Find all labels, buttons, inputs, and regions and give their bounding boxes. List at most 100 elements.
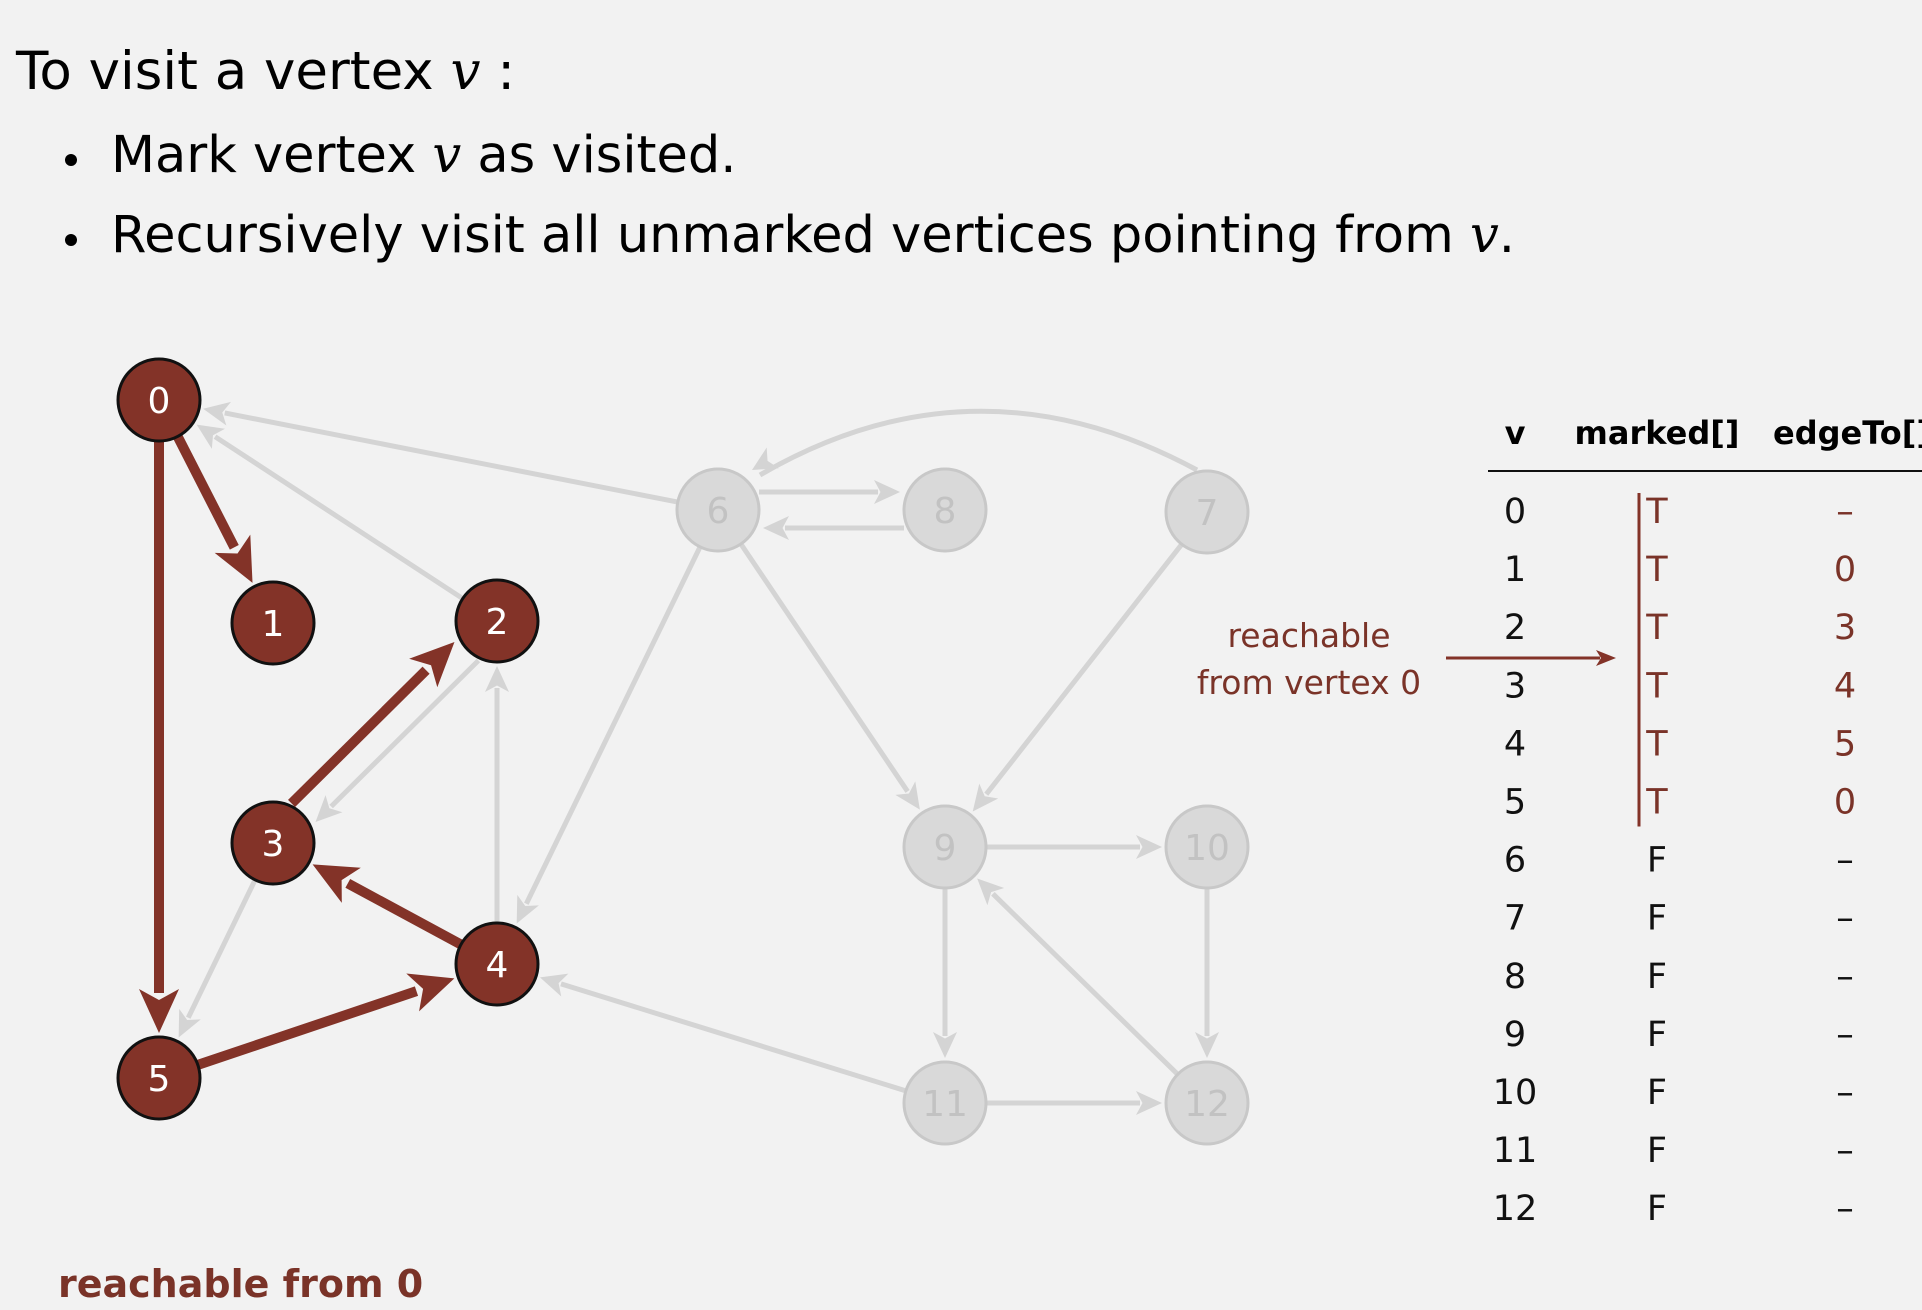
cell-v: 8 — [1504, 957, 1526, 997]
cell-edgeto: – — [1836, 1073, 1854, 1113]
cell-edgeto: 0 — [1834, 550, 1856, 590]
edge-10-12 — [1195, 888, 1219, 1058]
bullet-suffix: as visited. — [461, 126, 737, 185]
cell-v: 2 — [1504, 608, 1526, 648]
cell-edgeto: 4 — [1834, 666, 1856, 706]
edge-9-10 — [986, 835, 1162, 859]
table-row: 0 T – — [1504, 492, 1854, 532]
vertex-8: 8 — [902, 467, 988, 553]
vertex-label: 8 — [934, 491, 957, 532]
bullet-dot-icon — [65, 154, 77, 166]
cell-marked: F — [1647, 841, 1667, 881]
vertex-12: 12 — [1164, 1060, 1250, 1146]
cell-edgeto: – — [1836, 841, 1854, 881]
edge-9-11 — [933, 888, 957, 1058]
vertex-label: 12 — [1184, 1084, 1230, 1125]
table-row: 10 F – — [1493, 1073, 1854, 1113]
vertex-11: 11 — [902, 1060, 988, 1146]
edge-12-9 — [977, 878, 1180, 1077]
vertex-7: 7 — [1164, 469, 1250, 555]
cell-v: 3 — [1504, 666, 1526, 706]
edge-6-0 — [203, 401, 679, 505]
table-row: 8 F – — [1504, 957, 1854, 997]
vertex-label: 10 — [1184, 828, 1230, 869]
cell-edgeto: – — [1836, 1015, 1854, 1055]
table-row: 11 F – — [1493, 1131, 1854, 1171]
table-row: 12 F – — [1493, 1189, 1854, 1229]
bullet-list: Mark vertex v as visited. Recursively vi… — [55, 128, 1515, 288]
vertex-5: 5 — [116, 1035, 202, 1121]
edge-11-12 — [986, 1091, 1162, 1115]
edge-7-6 — [752, 408, 1199, 478]
edge-8-6 — [763, 516, 904, 540]
cell-v: 11 — [1493, 1131, 1538, 1171]
bullet-var: v — [1469, 206, 1499, 265]
table-row: 3 T 4 — [1504, 666, 1856, 706]
cell-marked: F — [1647, 1189, 1667, 1229]
table-row: 6 F – — [1504, 841, 1854, 881]
table-row: 7 F – — [1504, 899, 1854, 939]
cell-marked: T — [1645, 666, 1668, 706]
cell-v: 6 — [1504, 841, 1526, 881]
vertex-label: 0 — [148, 381, 171, 422]
cell-marked: F — [1647, 1015, 1667, 1055]
cell-edgeto: – — [1836, 492, 1854, 532]
vertex-4: 4 — [454, 921, 540, 1007]
edge-3-2 — [288, 642, 455, 808]
vertex-6: 6 — [675, 467, 761, 553]
cell-marked: T — [1645, 783, 1668, 823]
cell-marked: T — [1645, 608, 1668, 648]
edge-0-1 — [173, 434, 253, 583]
edge-2-0 — [196, 424, 465, 601]
cell-v: 9 — [1504, 1015, 1526, 1055]
table-header-v: v — [1505, 414, 1526, 452]
vertex-label: 2 — [486, 602, 509, 643]
vertex-label: 1 — [262, 604, 285, 645]
cell-edgeto: 0 — [1834, 783, 1856, 823]
edge-4-2 — [485, 666, 509, 923]
footer-label: reachable from 0 — [58, 1262, 424, 1306]
vertex-label: 4 — [486, 945, 509, 986]
unmarked-edges — [178, 401, 1219, 1115]
vertex-label: 7 — [1196, 493, 1219, 534]
bullet-prefix: Recursively visit all unmarked vertices … — [111, 206, 1470, 265]
cell-edgeto: – — [1836, 957, 1854, 997]
bullet-var: v — [432, 126, 462, 185]
vertex-3: 3 — [230, 800, 316, 886]
edge-5-4 — [196, 973, 455, 1070]
cell-edgeto: 5 — [1834, 724, 1856, 764]
cell-edgeto: – — [1836, 1189, 1854, 1229]
cell-v: 7 — [1504, 899, 1526, 939]
vertex-label: 5 — [148, 1059, 171, 1100]
table-header-marked: marked[] — [1575, 414, 1740, 452]
edge-3-5 — [178, 878, 258, 1038]
vertex-label: 11 — [922, 1084, 968, 1125]
table-row: 5 T 0 — [1504, 783, 1856, 823]
bullet-dot-icon — [65, 234, 77, 246]
cell-marked: T — [1645, 492, 1668, 532]
vertex-label: 9 — [934, 828, 957, 869]
intro-var: v — [450, 41, 481, 102]
table-header-edgeto: edgeTo[] — [1773, 414, 1922, 452]
cell-marked: F — [1647, 899, 1667, 939]
dfs-table: v marked[] edgeTo[] 0 T – 1 T 0 2 T 3 3 T 4 4 T 5 5 T 0 6 F – 7 F… — [1488, 414, 1922, 1229]
edge-7-9 — [972, 542, 1184, 812]
vertex-10: 10 — [1164, 804, 1250, 890]
annotation-line1: reachable — [1227, 616, 1390, 655]
cell-v: 4 — [1504, 724, 1526, 764]
edge-6-4 — [516, 545, 703, 924]
annotation-line2: from vertex 0 — [1197, 663, 1421, 702]
cell-edgeto: 3 — [1834, 608, 1856, 648]
cell-marked: T — [1645, 724, 1668, 764]
vertex-label: 3 — [262, 824, 285, 865]
tree-edges — [139, 434, 464, 1070]
vertex-label: 6 — [707, 491, 730, 532]
cell-v: 10 — [1493, 1073, 1538, 1113]
table-row: 2 T 3 — [1504, 608, 1856, 648]
vertex-1: 1 — [230, 580, 316, 666]
bullet-prefix: Mark vertex — [111, 126, 433, 185]
edge-6-9 — [738, 542, 920, 810]
table-row: 1 T 0 — [1504, 550, 1856, 590]
cell-edgeto: – — [1836, 1131, 1854, 1171]
